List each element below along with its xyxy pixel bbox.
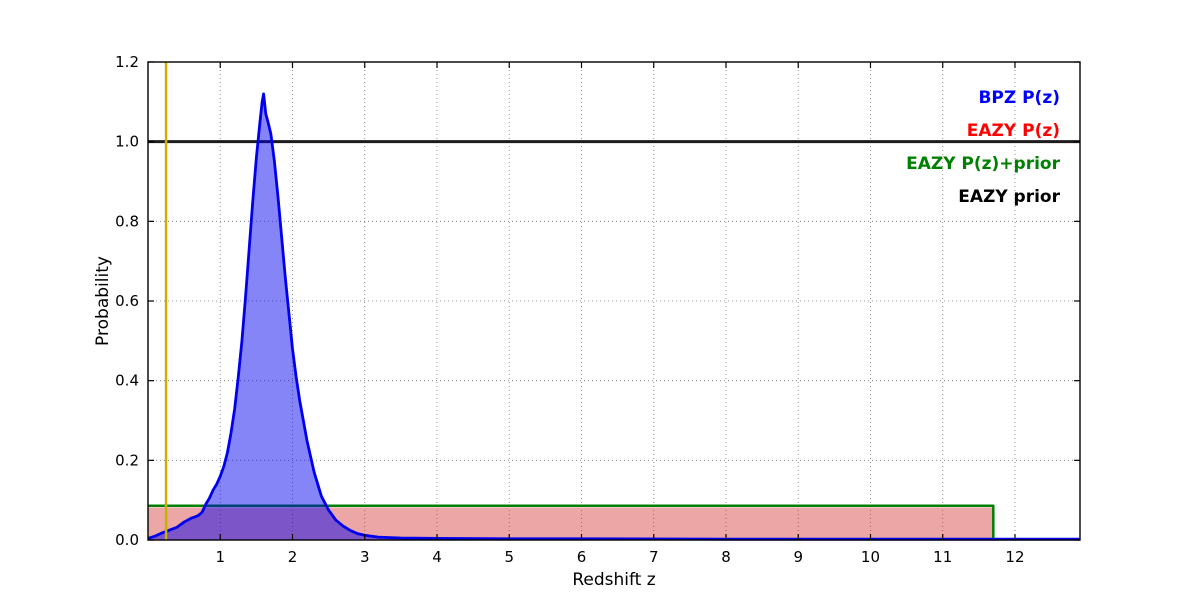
y-tick-label: 0.4	[115, 372, 139, 390]
legend-bpz-pz: BPZ P(z)	[978, 88, 1060, 108]
y-tick-label: 0.2	[115, 451, 139, 469]
x-tick-label: 12	[1005, 548, 1024, 566]
series-fill	[148, 507, 994, 540]
y-axis-label: Probability	[93, 256, 113, 346]
plot-frame	[147, 61, 1081, 541]
x-tick-label: 5	[504, 548, 514, 566]
legend-eazy-pz-prior: EAZY P(z)+prior	[906, 154, 1060, 174]
y-tick-label: 1.0	[115, 133, 139, 151]
series-line	[147, 92, 1080, 541]
y-tick-label: 0.0	[115, 531, 139, 549]
x-tick-label: 7	[649, 548, 659, 566]
x-tick-label: 9	[793, 548, 803, 566]
x-tick-label: 11	[933, 548, 952, 566]
x-tick-label: 2	[288, 548, 298, 566]
y-tick-label: 1.2	[115, 53, 139, 71]
x-tick-label: 1	[215, 548, 225, 566]
x-tick-label: 8	[721, 548, 731, 566]
x-axis-label: Redshift z	[572, 570, 656, 590]
y-tick-label: 0.6	[115, 292, 139, 310]
x-tick-label: 3	[360, 548, 370, 566]
legend-eazy-pz: EAZY P(z)	[966, 121, 1060, 141]
x-tick-label: 4	[432, 548, 442, 566]
series-fill	[148, 93, 1080, 540]
x-tick-label: 10	[861, 548, 880, 566]
x-tick-label: 6	[577, 548, 587, 566]
y-tick-label: 0.8	[115, 212, 139, 230]
series-line	[148, 504, 995, 540]
legend-eazy-prior: EAZY prior	[958, 187, 1060, 207]
legend: BPZ P(z) EAZY P(z) EAZY P(z)+prior EAZY pri…	[906, 82, 1060, 214]
